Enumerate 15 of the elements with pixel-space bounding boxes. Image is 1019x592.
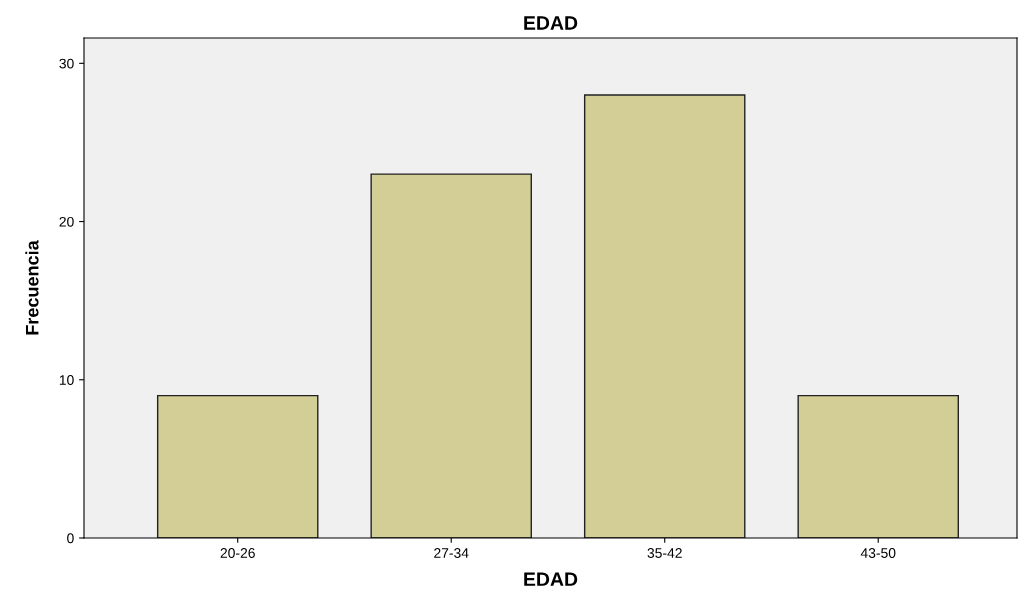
y-tick-label: 20: [59, 216, 74, 227]
bar: [583, 94, 746, 538]
y-tick-label: 30: [59, 58, 74, 69]
bar: [370, 173, 532, 538]
y-tick-label: 10: [59, 375, 74, 385]
x-tick-label: 27-34: [434, 548, 469, 558]
chart-title: EDAD: [524, 16, 578, 30]
y-axis-title: Frecuencia: [25, 240, 39, 335]
x-tick-label: 20-26: [220, 548, 255, 558]
bar: [156, 394, 319, 538]
x-axis-title: EDAD: [524, 572, 578, 586]
y-tick-label: 0: [67, 533, 74, 544]
x-tick-label: 35-42: [647, 548, 682, 558]
bar: [797, 394, 959, 538]
x-tick-label: 43-50: [860, 548, 896, 558]
